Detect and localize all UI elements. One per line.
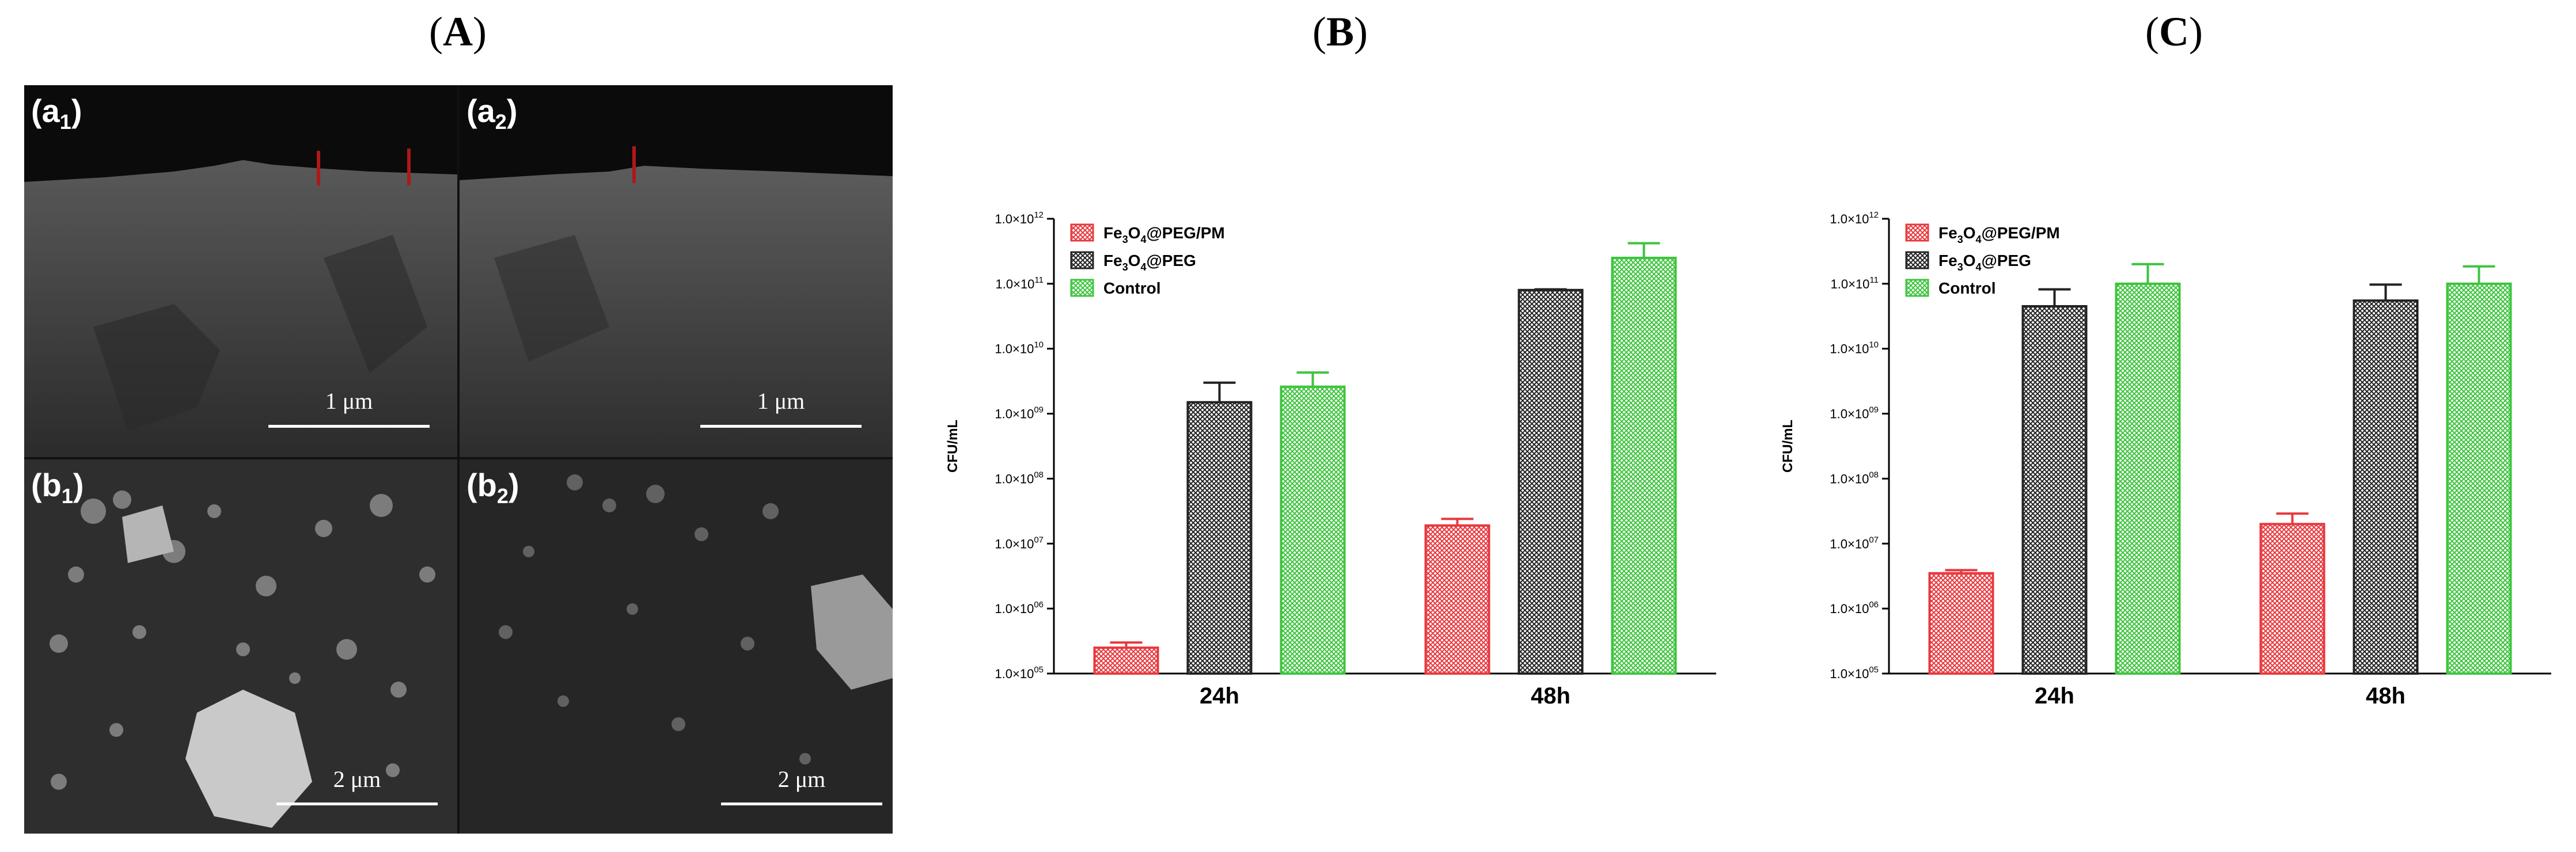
scalebar-b1 [276,802,438,805]
chart-b-bar [1186,401,1253,675]
chart-b-bar [1280,385,1346,675]
sem-label-a2: (a2) [466,93,518,134]
panel-title-a: (A) [429,9,487,55]
chart-b-y-tick-label: 1.0×1008 [995,470,1044,486]
chart-c-category-label: 48h [2366,683,2406,709]
scalebar-a1 [268,425,430,428]
scale-text-a1: 1 μm [325,388,373,414]
sem-image-b2: (b2) 2 μm [460,459,893,834]
chart-c-y-label: CFU/mL [1780,420,1796,473]
chart-c-bar [2115,282,2181,675]
sem-image-b1: (b1) 2 μm [24,459,457,834]
chart-b-y-tick-label: 1.0×1006 [995,600,1044,616]
sem-label-a1: (a1) [31,93,82,134]
chart-b-legend-swatch [1070,223,1094,242]
chart-b-legend-label: Fe3O4@PEG [1103,252,1196,273]
chart-c: 1.0×1005 1.0×1006 1.0×1007 1.0×1008 1.0×1009… [1780,210,2551,709]
chart-c-y-tick-label: 1.0×1007 [1830,535,1879,551]
sem-b1-texture [50,490,435,828]
sem-a2-texture [460,85,893,457]
chart-b-y-tick-label: 1.0×1012 [995,210,1044,226]
chart-b-legend-label: Control [1103,279,1161,297]
chart-c-bar [2446,282,2512,675]
chart-b-y-tick-label: 1.0×1005 [995,665,1044,681]
chart-b-bar [1424,524,1490,675]
sem-image-grid: (a1) 1 μm (a2) 1 μm [24,85,893,834]
chart-b-category-label: 24h [1200,683,1239,709]
chart-c-legend-swatch [1905,251,1929,269]
chart-c-legend-swatch [1905,279,1929,297]
sem-label-b1: (b1) [31,467,84,508]
chart-b-legend-label: Fe3O4@PEG/PM [1103,224,1225,245]
chart-c-bar [1928,572,1994,675]
chart-b-legend-swatch [1070,251,1094,269]
chart-c-bar [2353,299,2419,675]
chart-c-bar [2259,523,2325,675]
chart-b-bar [1517,288,1584,675]
chart-b-y-tick-label: 1.0×1011 [996,275,1044,291]
scale-text-a2: 1 μm [757,388,805,414]
chart-c-y-tick-label: 1.0×1011 [1831,275,1879,291]
chart-c-y-tick-label: 1.0×1010 [1830,340,1879,356]
chart-b: 1.0×1005 1.0×1006 1.0×1007 1.0×1008 1.0×1009… [945,210,1716,709]
scale-text-b1: 2 μm [333,766,381,792]
chart-b-y-tick-label: 1.0×1009 [995,405,1044,421]
chart-c-legend-label: Fe3O4@PEG/PM [1938,224,2060,245]
panel-title-b: (B) [1312,9,1368,55]
chart-c-y-tick-label: 1.0×1005 [1830,665,1879,681]
chart-b-y-tick-label: 1.0×1010 [995,340,1044,356]
sem-a1-texture [24,85,457,457]
chart-b-y-label: CFU/mL [945,420,961,473]
chart-c-y-tick-label: 1.0×1006 [1830,600,1879,616]
chart-b-category-label: 48h [1531,683,1570,709]
sem-b2-texture [499,474,893,764]
panel-title-c: (C) [2145,9,2203,55]
chart-b-legend-swatch [1070,279,1094,297]
sem-label-b2: (b2) [466,467,519,508]
sem-image-a1: (a1) 1 μm [24,85,457,457]
chart-c-legend-label: Control [1938,279,1996,297]
chart-c-y-tick-label: 1.0×1008 [1830,470,1879,486]
chart-b-y-tick-label: 1.0×1007 [995,535,1044,551]
scale-text-b2: 2 μm [777,766,826,792]
scalebar-a2 [700,425,862,428]
chart-c-bar [2021,305,2088,675]
sem-image-a2: (a2) 1 μm [460,85,893,457]
chart-c-y-tick-label: 1.0×1009 [1830,405,1879,421]
chart-c-y-tick-label: 1.0×1012 [1830,210,1879,226]
chart-c-legend-label: Fe3O4@PEG [1938,252,2031,273]
chart-b-bar [1611,256,1677,675]
scalebar-b2 [721,802,882,805]
chart-c-legend-swatch [1905,223,1929,242]
chart-c-category-label: 24h [2035,683,2074,709]
chart-b-bar [1093,646,1159,675]
